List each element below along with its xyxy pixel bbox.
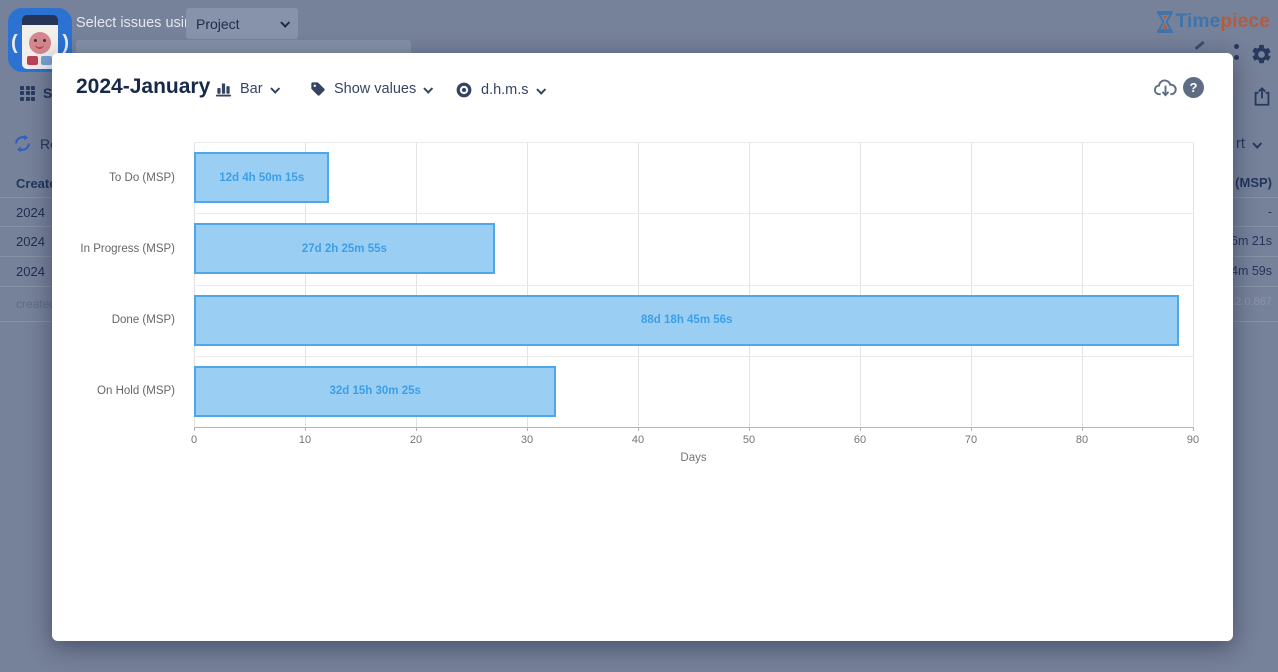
table-cell[interactable]: 4m 59s [1233, 264, 1272, 278]
chevron-down-icon [1252, 138, 1263, 149]
eye-target-icon [456, 82, 472, 98]
logo-text-piece: piece [1220, 11, 1270, 32]
table-cell[interactable]: 2024 [16, 205, 45, 220]
chart-modal-dialog: 2024-January Bar Show values d.h.m.s [52, 53, 1233, 641]
row-separator [194, 213, 1193, 215]
time-format-value: d.h.m.s [481, 82, 529, 98]
tick-mark [749, 427, 750, 431]
chevron-down-icon [280, 17, 291, 28]
bar-chart-icon [215, 83, 232, 97]
tick-mark [1082, 427, 1083, 431]
x-tick-label: 30 [520, 434, 534, 446]
row-separator [194, 284, 1193, 286]
row-separator [194, 355, 1193, 357]
modal-title: 2024-January [76, 75, 211, 98]
table-cell[interactable]: 2024 [16, 264, 45, 279]
table-cell[interactable]: 2024 [16, 234, 45, 249]
x-tick-label: 10 [298, 434, 312, 446]
share-export-icon[interactable] [1251, 85, 1273, 108]
export-dropdown-fragment[interactable]: rt [1236, 136, 1263, 152]
tick-mark [416, 427, 417, 431]
avatar-paren-left: ( [11, 32, 18, 54]
x-tick-label: 40 [631, 434, 645, 446]
bar-value-label: 88d 18h 45m 56s [641, 314, 733, 326]
category-label: In Progress (MSP) [80, 242, 175, 255]
tick-mark [860, 427, 861, 431]
x-tick-label: 80 [1075, 434, 1089, 446]
x-tick-label: 90 [1186, 434, 1200, 446]
chevron-down-icon [423, 83, 434, 94]
tick-mark [305, 427, 306, 431]
divider [1233, 197, 1278, 198]
smiley-face-icon [29, 32, 51, 54]
kebab-menu-icon[interactable] [1234, 55, 1239, 60]
divider [0, 286, 52, 287]
x-tick-label: 70 [964, 434, 978, 446]
x-axis-line [194, 427, 1193, 428]
chevron-down-icon [535, 84, 546, 95]
divider [1233, 286, 1278, 287]
x-tick-label: 0 [190, 434, 198, 446]
divider [0, 256, 52, 257]
bar-done-msp-[interactable]: 88d 18h 45m 56s [194, 294, 1180, 346]
bar-value-label: 27d 2h 25m 55s [301, 242, 387, 255]
chart-type-dropdown[interactable]: Bar [215, 81, 280, 97]
divider [0, 226, 52, 227]
help-button[interactable]: ? [1183, 77, 1204, 98]
table-cell[interactable]: 6m 21s [1233, 234, 1272, 248]
chevron-down-icon [269, 83, 280, 94]
table-header-msp: (MSP) [1235, 175, 1272, 190]
table-cell[interactable]: - [1267, 205, 1272, 219]
tick-mark [527, 427, 528, 431]
x-tick-label: 20 [409, 434, 423, 446]
category-label: To Do (MSP) [109, 171, 175, 184]
x-tick-label: 50 [742, 434, 756, 446]
version-text: 3.2.0.867 [1233, 296, 1272, 308]
select-issues-label: Select issues using [76, 15, 201, 31]
cloud-download-icon [1153, 79, 1177, 97]
bar-value-label: 12d 4h 50m 15s [219, 171, 305, 184]
bar-on-hold-msp-[interactable]: 32d 15h 30m 25s [194, 365, 557, 417]
time-format-dropdown[interactable]: d.h.m.s [455, 81, 546, 99]
tick-mark [638, 427, 639, 431]
category-label: On Hold (MSP) [97, 385, 175, 398]
tick-mark [971, 427, 972, 431]
divider [0, 197, 52, 198]
row-separator [194, 142, 1193, 143]
cloud-download-button[interactable] [1153, 77, 1178, 103]
gridline [1193, 142, 1194, 427]
x-axis-title: Days [680, 452, 707, 464]
show-values-value: Show values [334, 81, 417, 97]
project-dropdown[interactable]: Project [186, 8, 298, 39]
logo-text-time: Time [1175, 11, 1221, 32]
kebab-menu-icon[interactable] [1234, 44, 1239, 49]
tick-mark [1193, 427, 1194, 431]
divider [1233, 226, 1278, 227]
bar-to-do-msp-[interactable]: 12d 4h 50m 15s [194, 152, 330, 203]
bar-chart-plot-area: 12d 4h 50m 15s 27d 2h 25m 55s 88d 18h 45m … [194, 142, 1194, 431]
project-dropdown-value: Project [196, 15, 240, 32]
bar-value-label: 32d 15h 30m 25s [329, 385, 421, 398]
refresh-icon [15, 134, 30, 153]
hourglass-icon [1156, 11, 1173, 33]
divider [0, 321, 52, 322]
divider [1233, 321, 1278, 322]
category-label: Done (MSP) [111, 314, 175, 327]
tag-icon [311, 82, 325, 96]
partial-hidden-icon [1194, 40, 1205, 50]
bar-in-progress-msp-[interactable]: 27d 2h 25m 55s [194, 223, 495, 275]
avatar-paren-right: ) [62, 32, 69, 54]
timepiece-logo: Time piece [1154, 10, 1270, 34]
gear-icon[interactable] [1250, 43, 1273, 66]
x-tick-label: 60 [853, 434, 867, 446]
question-mark-icon: ? [1189, 80, 1198, 95]
grid-apps-icon [20, 85, 35, 101]
chart-type-value: Bar [240, 81, 263, 97]
divider [1233, 256, 1278, 257]
show-values-dropdown[interactable]: Show values [310, 81, 434, 97]
tick-mark [194, 427, 195, 431]
